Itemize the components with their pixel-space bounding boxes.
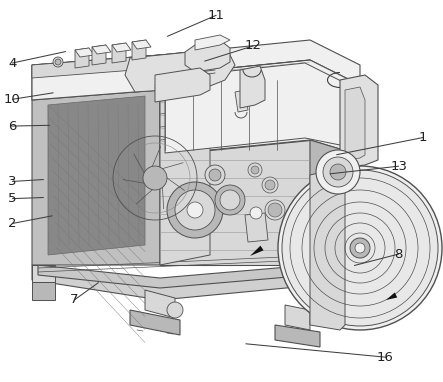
Circle shape bbox=[251, 166, 259, 174]
Circle shape bbox=[268, 203, 282, 217]
Polygon shape bbox=[240, 66, 265, 108]
Polygon shape bbox=[48, 96, 145, 255]
Circle shape bbox=[175, 190, 215, 230]
Polygon shape bbox=[195, 35, 230, 50]
Polygon shape bbox=[75, 48, 89, 68]
Polygon shape bbox=[32, 55, 160, 100]
Polygon shape bbox=[132, 40, 146, 60]
Circle shape bbox=[265, 200, 285, 220]
Circle shape bbox=[248, 163, 262, 177]
Polygon shape bbox=[245, 213, 268, 242]
Polygon shape bbox=[160, 140, 310, 265]
Polygon shape bbox=[310, 168, 345, 330]
Circle shape bbox=[262, 177, 278, 193]
Text: 4: 4 bbox=[8, 57, 16, 70]
Polygon shape bbox=[345, 87, 365, 160]
Polygon shape bbox=[310, 140, 360, 265]
Text: 6: 6 bbox=[8, 120, 16, 133]
Circle shape bbox=[250, 207, 262, 219]
Text: 11: 11 bbox=[208, 9, 225, 22]
Polygon shape bbox=[132, 40, 151, 49]
Circle shape bbox=[187, 202, 203, 218]
Polygon shape bbox=[160, 40, 360, 85]
Polygon shape bbox=[92, 45, 111, 54]
Polygon shape bbox=[285, 305, 310, 330]
Polygon shape bbox=[160, 80, 210, 265]
Polygon shape bbox=[32, 250, 400, 300]
Polygon shape bbox=[125, 50, 235, 92]
Polygon shape bbox=[92, 45, 106, 65]
Polygon shape bbox=[75, 48, 94, 57]
Polygon shape bbox=[32, 282, 55, 300]
Circle shape bbox=[316, 150, 360, 194]
Polygon shape bbox=[160, 60, 360, 155]
Text: 5: 5 bbox=[8, 192, 17, 205]
Polygon shape bbox=[235, 90, 248, 112]
Circle shape bbox=[167, 182, 223, 238]
Text: 12: 12 bbox=[245, 39, 262, 52]
Text: 1: 1 bbox=[419, 131, 427, 144]
Polygon shape bbox=[165, 63, 355, 153]
Text: 8: 8 bbox=[395, 248, 403, 261]
Circle shape bbox=[282, 170, 438, 326]
Circle shape bbox=[355, 243, 365, 253]
Circle shape bbox=[220, 190, 240, 210]
Text: 16: 16 bbox=[377, 351, 394, 364]
Circle shape bbox=[209, 169, 221, 181]
Polygon shape bbox=[145, 290, 175, 318]
Circle shape bbox=[167, 302, 183, 318]
Circle shape bbox=[205, 165, 225, 185]
Polygon shape bbox=[345, 245, 395, 265]
Polygon shape bbox=[130, 310, 180, 335]
Circle shape bbox=[265, 180, 275, 190]
Polygon shape bbox=[32, 265, 55, 282]
Circle shape bbox=[330, 164, 346, 180]
Polygon shape bbox=[112, 43, 131, 52]
Circle shape bbox=[350, 238, 370, 258]
Circle shape bbox=[143, 166, 167, 190]
Circle shape bbox=[55, 59, 61, 65]
Polygon shape bbox=[155, 68, 210, 102]
Polygon shape bbox=[185, 40, 230, 72]
Text: 2: 2 bbox=[8, 217, 17, 230]
Text: 13: 13 bbox=[390, 160, 407, 173]
Polygon shape bbox=[32, 55, 160, 100]
Circle shape bbox=[278, 166, 442, 330]
Text: 3: 3 bbox=[8, 175, 17, 188]
Polygon shape bbox=[38, 248, 395, 288]
Circle shape bbox=[323, 157, 353, 187]
Polygon shape bbox=[340, 75, 378, 168]
Polygon shape bbox=[250, 246, 264, 256]
Polygon shape bbox=[32, 55, 160, 78]
Circle shape bbox=[215, 185, 245, 215]
Polygon shape bbox=[32, 90, 160, 265]
Circle shape bbox=[53, 57, 63, 67]
Polygon shape bbox=[112, 43, 126, 63]
Polygon shape bbox=[275, 325, 320, 347]
Text: 7: 7 bbox=[70, 293, 79, 306]
Polygon shape bbox=[160, 50, 210, 88]
Text: 10: 10 bbox=[4, 93, 21, 106]
Polygon shape bbox=[386, 293, 397, 300]
